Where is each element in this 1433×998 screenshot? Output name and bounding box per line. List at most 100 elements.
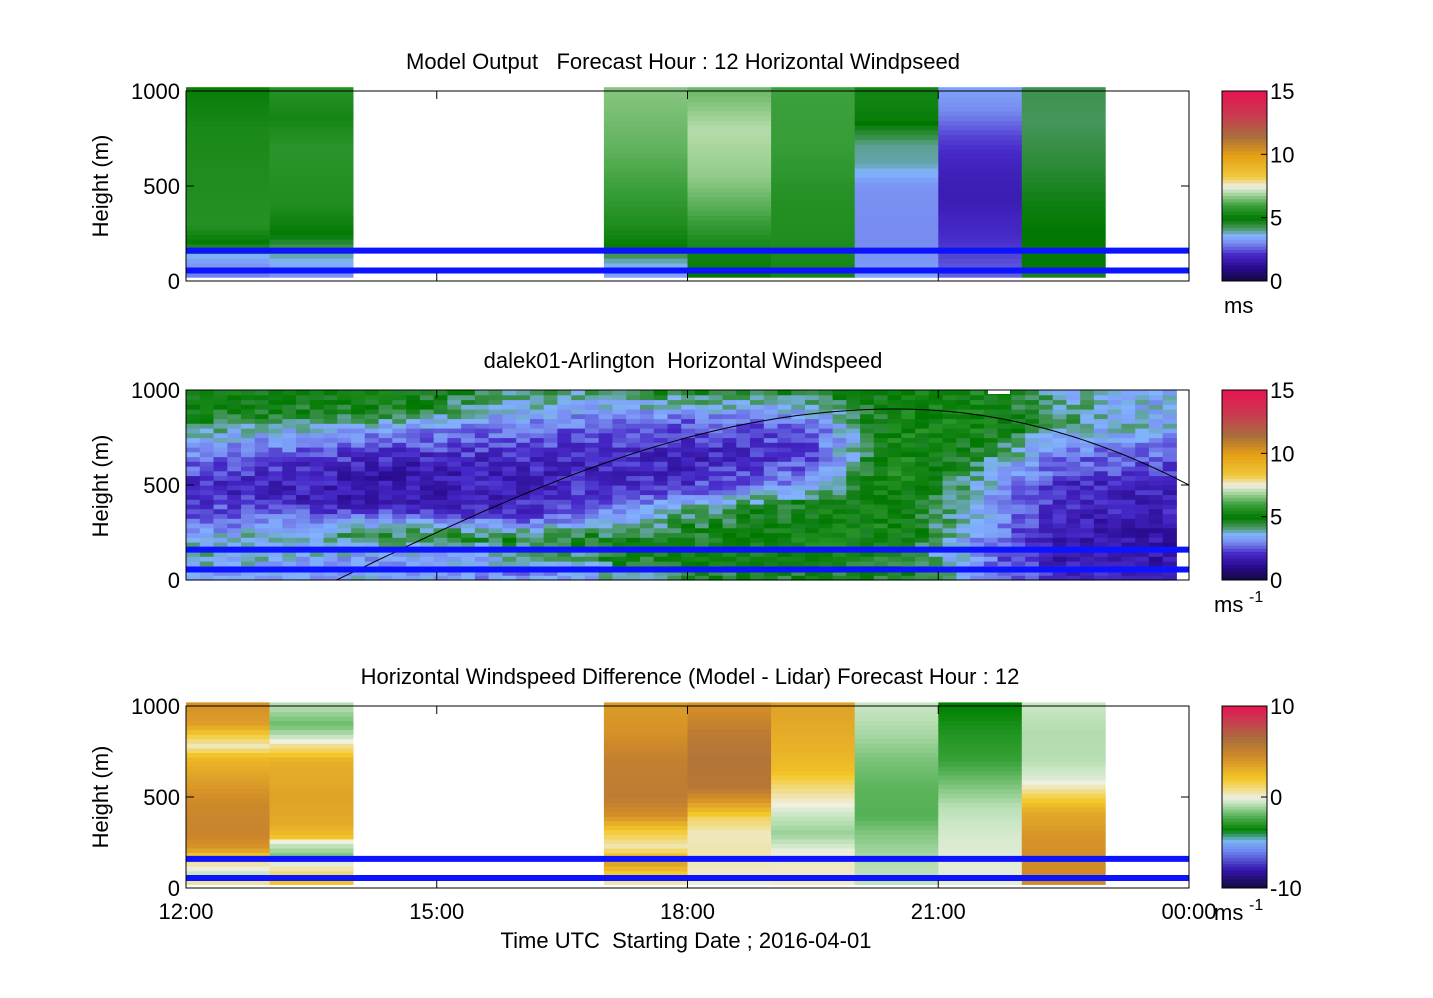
heatmap-cell [296,437,311,443]
heatmap-cell [846,575,861,581]
heatmap-cell [378,518,393,524]
heatmap-cell [364,556,379,562]
heatmap-cell [598,513,613,519]
heatmap-cell [983,523,999,529]
heatmap-cell [1148,390,1164,396]
heatmap-cell [938,807,1023,812]
heatmap-cell [687,182,772,188]
heatmap-cell [805,570,820,576]
heatmap-cell [502,542,517,548]
heatmap-cell [406,518,421,524]
heatmap-cell [938,747,1023,753]
heatmap-cell [392,485,407,491]
heatmap-cell [254,513,269,519]
heatmap-cell [1025,475,1040,481]
heatmap-cell [1021,253,1106,259]
heatmap-cell [750,394,765,401]
heatmap-cell [186,96,270,102]
heatmap-cell [612,518,627,524]
heatmap-cell [603,757,688,762]
heatmap-cell [938,134,1023,140]
heatmap-cell [915,513,930,519]
heatmap-cell [854,258,939,264]
heatmap-cell [227,489,242,496]
heatmap-cell [378,428,393,434]
heatmap-cell [832,561,847,567]
heatmap-cell [433,499,448,505]
colorbar-swatch [1222,176,1267,181]
heatmap-cell [1066,499,1081,505]
heatmap-cell [983,537,999,543]
heatmap-cell [199,399,214,405]
heatmap-cell [364,489,379,496]
heatmap-cell [681,480,696,486]
heatmap-cell [474,508,490,515]
heatmap-cell [887,489,902,496]
heatmap-cell [722,390,737,396]
y-tick-label: 500 [143,785,180,810]
heatmap-cells [186,702,1106,885]
heatmap-cell [1011,399,1026,405]
heatmap-cell [296,518,311,524]
x-axis-label: Time UTC Starting Date ; 2016-04-01 [501,928,872,953]
heatmap-cell [269,163,354,169]
heatmap-cell [543,466,558,472]
heatmap-cell [1162,461,1177,467]
heatmap-cell [873,537,888,543]
heatmap-cell [956,399,971,405]
heatmap-cell [687,866,772,872]
heatmap-cell [447,451,462,458]
heatmap-cell [640,470,655,477]
heatmap-cell [777,456,792,462]
colorbar-swatch [1222,545,1267,549]
heatmap-cell [603,807,688,812]
heatmap-cell [818,394,833,401]
heatmap-cell [681,456,696,462]
heatmap-cell [199,508,214,515]
heatmap-cell [254,432,269,439]
heatmap-cell [584,437,600,443]
heatmap-cell [687,734,772,740]
heatmap-cell [1162,404,1177,410]
heatmap-cell [461,542,476,548]
heatmap-cell [1011,456,1026,462]
heatmap-cell [419,432,435,439]
heatmap-cell [1080,470,1095,477]
heatmap-cell [846,561,861,567]
heatmap-cell [750,451,765,458]
heatmap-cell [997,470,1012,477]
heatmap-cell [771,866,855,872]
heatmap-cell [832,437,847,443]
heatmap-cell [351,518,366,524]
heatmap-cell [860,432,875,439]
heatmap-cell [983,518,999,524]
x-tick-label: 21:00 [911,899,966,924]
heatmap-cell [846,518,861,524]
heatmap-cell [557,575,572,581]
heatmap-cell [887,542,902,548]
heatmap-cell [598,561,613,567]
heatmap-cell [351,480,366,486]
heatmap-cell [1021,788,1106,794]
heatmap-cell [213,466,228,472]
heatmap-cell [1148,423,1164,429]
heatmap-cell [1080,423,1095,429]
heatmap-cell [791,542,806,548]
heatmap-cell [708,494,723,500]
heatmap-cell [603,706,688,712]
heatmap-cell [791,480,806,486]
colorbar-swatch [1222,554,1267,559]
heatmap-cell [1021,139,1106,145]
heatmap-cell [854,101,939,107]
heatmap-cell [392,404,407,410]
heatmap-cell [640,499,655,505]
heatmap-cell [543,504,558,510]
colorbar-swatch [1222,236,1267,241]
heatmap-cell [199,504,214,510]
heatmap-cell [832,504,847,510]
heatmap-cell [241,413,256,420]
heatmap-cell [695,570,710,576]
heatmap-cell [1025,489,1040,496]
heatmap-cell [626,494,641,500]
heatmap-cell [529,390,545,396]
